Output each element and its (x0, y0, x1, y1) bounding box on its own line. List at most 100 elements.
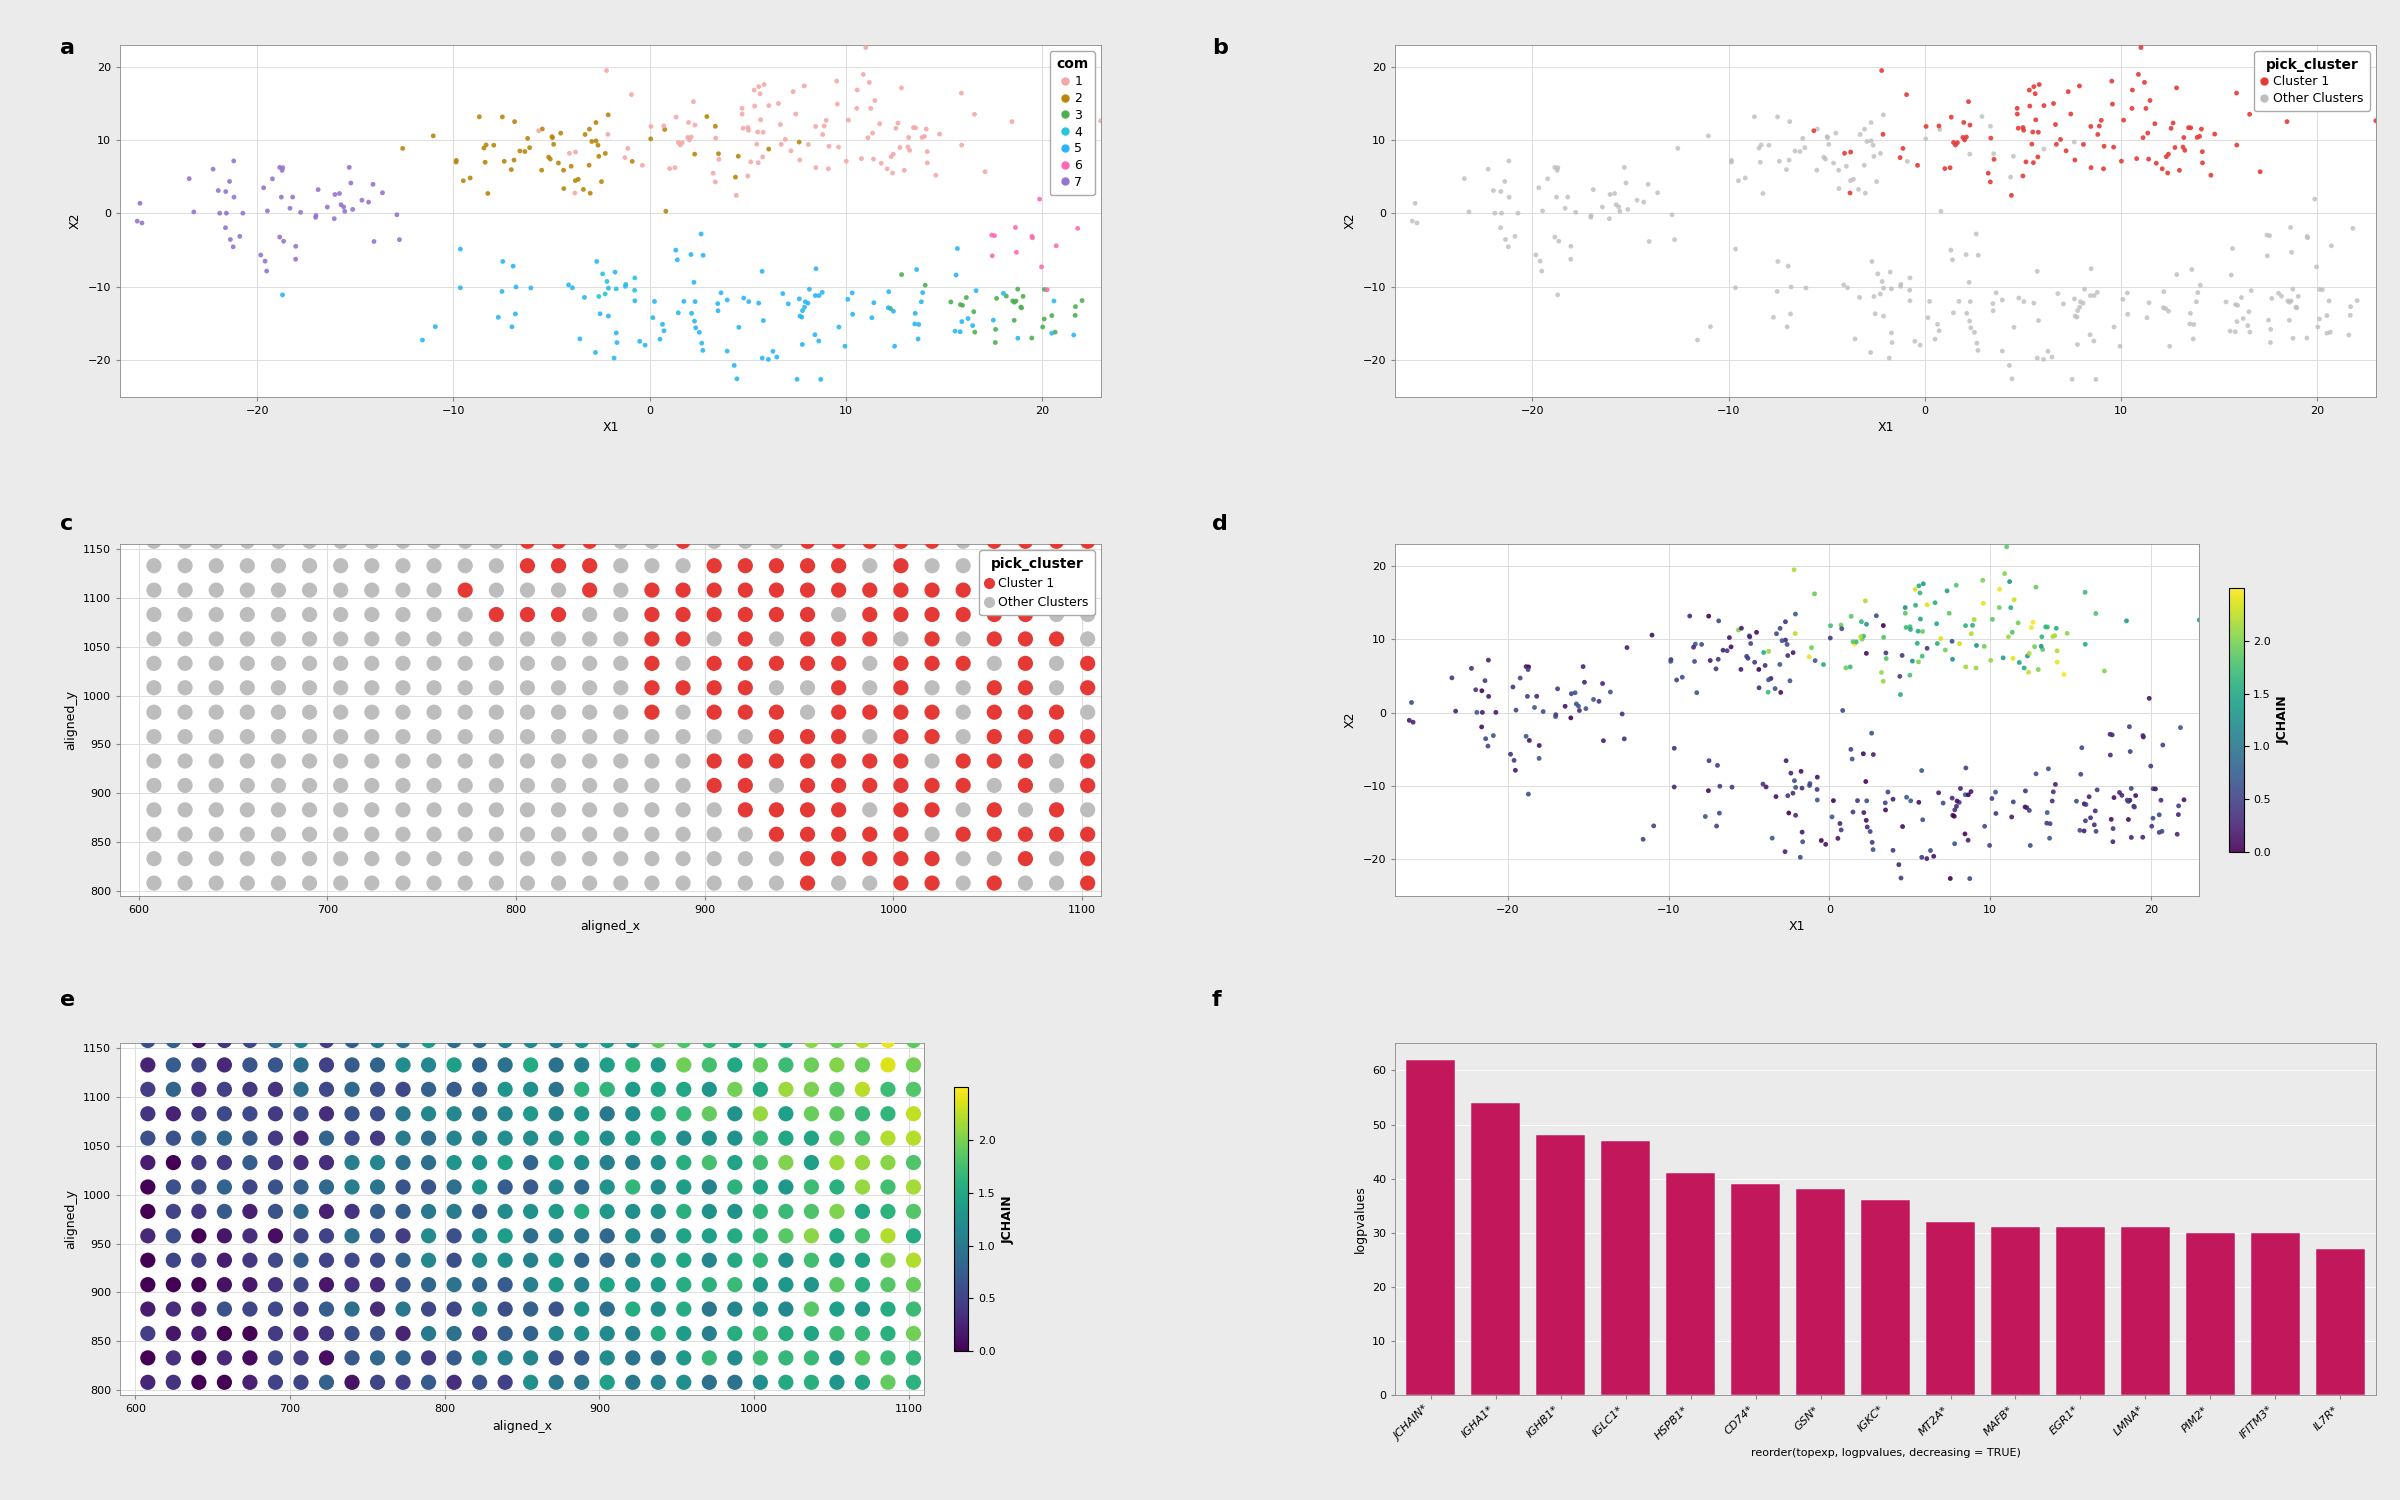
Point (2203, 808, 2242, 832)
Point (766, 1224, 804, 1248)
Point (257, 1174, 295, 1198)
Point (1975, 141, 2014, 165)
Point (322, 192, 360, 216)
Point (2102, 783, 2141, 807)
Point (410, 1174, 449, 1198)
Point (1469, 648, 1507, 672)
Point (2177, 126, 2215, 150)
Point (2064, 291, 2102, 315)
Point (2018, 146, 2057, 170)
Y-axis label: JCHAIN: JCHAIN (1001, 1196, 1015, 1243)
Point (602, 846, 641, 870)
Bar (2316, 1250, 2364, 1395)
Point (631, 128, 670, 152)
Point (562, 1224, 600, 1248)
Point (1954, 614, 1992, 638)
Point (974, 846, 1013, 870)
Point (943, 530, 982, 554)
Point (2174, 327, 2213, 351)
Point (943, 724, 982, 748)
Point (1702, 774, 1740, 798)
Point (2134, 815, 2172, 839)
Point (862, 111, 900, 135)
Point (314, 207, 353, 231)
Point (1006, 748, 1044, 772)
Point (850, 554, 888, 578)
Point (494, 254, 533, 278)
Point (638, 1346, 677, 1370)
Point (2330, 322, 2369, 346)
Point (2268, 290, 2306, 314)
Point (262, 156, 300, 180)
Point (281, 1029, 319, 1053)
Point (2304, 278, 2342, 302)
Point (758, 345, 797, 369)
Point (691, 1322, 730, 1346)
Point (912, 627, 950, 651)
Point (943, 134, 982, 158)
Point (1946, 614, 1985, 638)
Point (1068, 554, 1106, 578)
Point (1697, 657, 1735, 681)
Point (1006, 676, 1044, 700)
Point (792, 1371, 830, 1395)
Point (290, 798, 329, 822)
Point (446, 676, 485, 700)
Point (974, 724, 1013, 748)
Point (281, 201, 319, 225)
Point (2014, 291, 2052, 315)
Point (691, 1053, 730, 1077)
Point (974, 530, 1013, 554)
Point (2018, 309, 2057, 333)
Point (715, 1029, 754, 1053)
Point (576, 129, 614, 153)
Point (638, 1029, 677, 1053)
Point (1908, 114, 1946, 138)
Point (602, 724, 641, 748)
Point (290, 603, 329, 627)
Point (919, 1101, 958, 1125)
Point (2117, 147, 2155, 171)
Point (881, 651, 919, 675)
Point (869, 1298, 907, 1322)
Point (1510, 657, 1548, 681)
Point (797, 114, 835, 138)
Point (1858, 170, 1896, 194)
Point (758, 676, 797, 700)
Point (696, 822, 734, 846)
Point (2299, 308, 2338, 332)
Point (583, 170, 622, 194)
Point (1874, 788, 1913, 812)
Point (410, 1224, 449, 1248)
Point (614, 1029, 653, 1053)
Point (1956, 222, 1994, 246)
Point (1838, 789, 1877, 813)
Point (485, 1053, 523, 1077)
Point (614, 1322, 653, 1346)
Point (1099, 627, 1138, 651)
Point (1596, 182, 1634, 206)
Point (715, 1346, 754, 1370)
Point (509, 871, 547, 895)
Point (1776, 621, 1814, 645)
Point (1735, 651, 1774, 675)
Point (1872, 321, 1910, 345)
Point (1889, 150, 1927, 174)
Point (996, 309, 1034, 333)
Point (180, 1126, 218, 1150)
Point (228, 822, 266, 846)
Point (1037, 651, 1075, 675)
Point (322, 651, 360, 675)
Point (1538, 184, 1577, 209)
Point (998, 326, 1037, 350)
Point (384, 1224, 422, 1248)
Point (2066, 792, 2105, 816)
Point (895, 1298, 934, 1322)
Point (965, 159, 1003, 183)
Point (850, 798, 888, 822)
Point (715, 165, 754, 189)
Point (1958, 332, 1997, 356)
Point (1068, 871, 1106, 895)
Point (1572, 204, 1610, 228)
Point (2179, 124, 2218, 148)
